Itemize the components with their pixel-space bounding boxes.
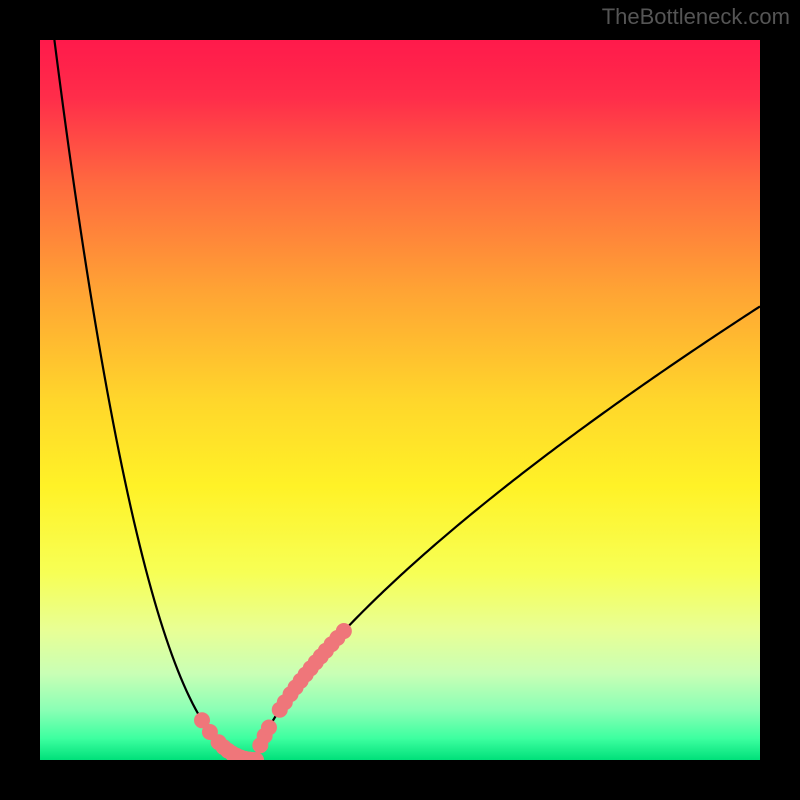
watermark-text: TheBottleneck.com — [602, 4, 790, 30]
bottleneck-curve — [54, 40, 760, 760]
plot-area — [40, 40, 760, 760]
curve-markers — [194, 623, 352, 760]
svg-layer — [40, 40, 760, 760]
curve-marker — [261, 719, 277, 735]
curve-marker — [336, 623, 352, 639]
chart-root: TheBottleneck.com — [0, 0, 800, 800]
